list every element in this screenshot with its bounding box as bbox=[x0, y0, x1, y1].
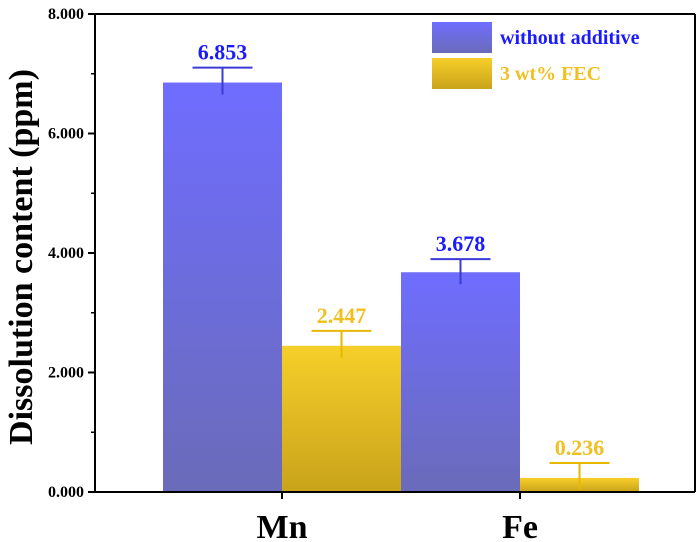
y-tick-label: 6.000 bbox=[48, 126, 84, 143]
bar-mn-1 bbox=[282, 345, 401, 492]
y-tick-label: 2.000 bbox=[48, 365, 84, 382]
bars-layer bbox=[163, 82, 639, 492]
data-label: 0.236 bbox=[555, 435, 605, 460]
y-tick-label: 4.000 bbox=[48, 245, 84, 262]
x-tick-label: Fe bbox=[502, 509, 538, 542]
axes: 0.000 2.000 4.000 6.000 8.000 Mn Fe Dissolution… bbox=[3, 6, 696, 542]
data-label: 2.447 bbox=[317, 303, 367, 328]
data-label: 3.678 bbox=[436, 231, 486, 256]
x-tick-label: Mn bbox=[257, 509, 308, 542]
legend-swatch bbox=[432, 58, 492, 89]
bar-fe-0 bbox=[401, 272, 520, 492]
bar-mn-0 bbox=[163, 82, 282, 492]
legend: without additive 3 wt% FEC bbox=[432, 22, 640, 89]
data-label: 6.853 bbox=[198, 40, 248, 65]
legend-label: 3 wt% FEC bbox=[500, 63, 601, 85]
y-tick-label: 0.000 bbox=[48, 484, 84, 501]
error-bars-layer bbox=[192, 66, 610, 490]
y-tick-label: 8.000 bbox=[48, 6, 84, 23]
legend-label: without additive bbox=[500, 27, 640, 49]
labels-layer: 6.853 2.447 3.678 0.236 bbox=[198, 40, 605, 460]
y-axis-title: Dissolution content (ppm) bbox=[3, 69, 40, 445]
legend-swatch bbox=[432, 22, 492, 53]
